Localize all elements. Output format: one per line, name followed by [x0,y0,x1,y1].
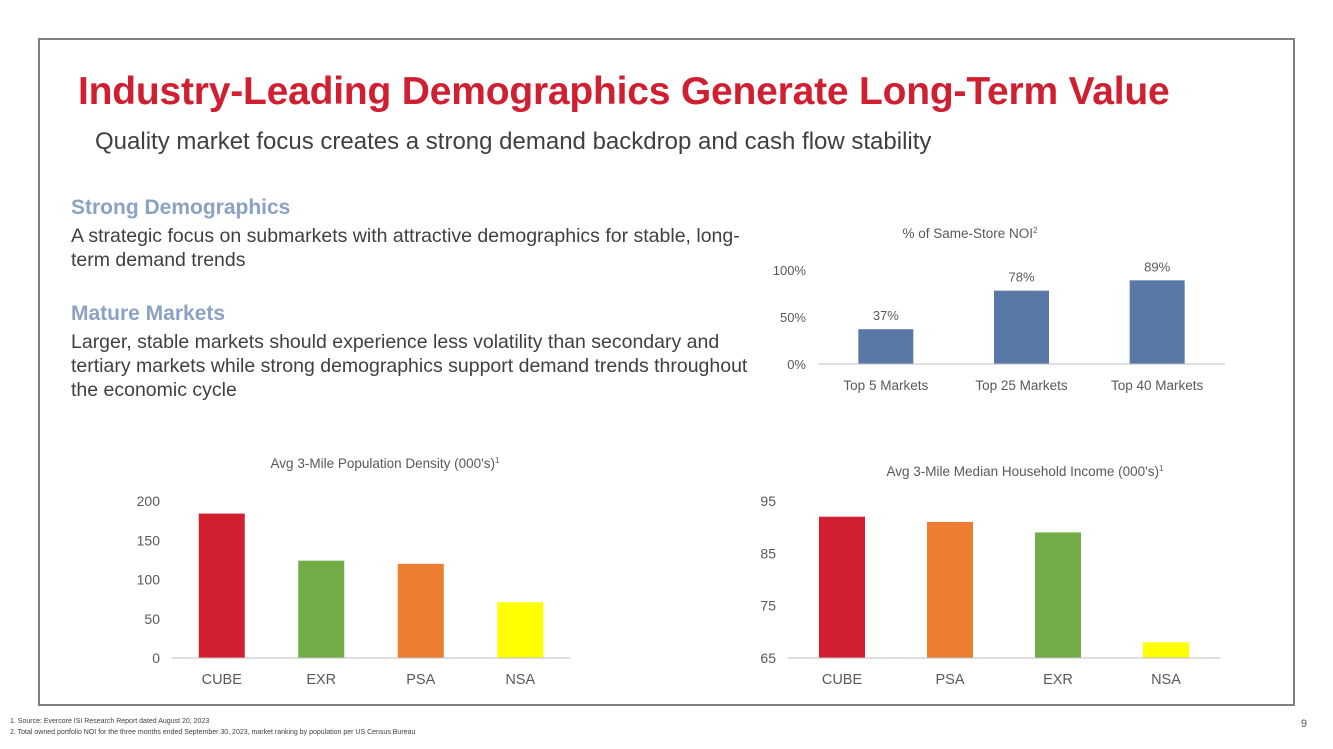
noi-category-label: Top 40 Markets [1111,378,1204,393]
density-category-label: CUBE [202,672,243,688]
density-category-label: EXR [306,672,336,688]
income-bar-nsa [1143,642,1189,658]
mature-markets-body: Larger, stable markets should experience… [71,331,748,401]
income-bar-cube [819,516,865,658]
strong-demographics-heading: Strong Demographics [71,196,291,219]
income-bar-psa [927,521,973,658]
slide-title: Industry-Leading Demographics Generate L… [78,70,1170,113]
noi-data-label: 37% [873,308,899,323]
noi-bar-top-5-markets [858,329,914,364]
population-density-bar-chart: Avg 3-Mile Population Density (000's)1 0 5… [137,456,570,688]
mature-markets-heading: Mature Markets [71,302,226,325]
density-ytick-label: 0 [152,650,160,666]
strong-demographics-body: A strategic focus on submarkets with att… [71,225,740,271]
noi-category-label: Top 5 Markets [843,378,928,393]
density-ytick-label: 50 [144,611,160,627]
noi-data-label: 78% [1008,270,1034,285]
page-number: 9 [1300,718,1307,730]
income-bar-exr [1035,532,1081,658]
noi-bar-chart: % of Same-Store NOI2 0% 50% 100% Top 5 Marke… [773,226,1225,393]
density-bar-psa [397,563,444,658]
slide-frame [38,38,1295,706]
income-chart-title: Avg 3-Mile Median Household Income (000'… [887,464,1164,479]
slide-subtitle: Quality market focus creates a strong de… [95,128,932,155]
noi-category-label: Top 25 Markets [975,378,1068,393]
noi-ytick-label: 100% [773,263,807,278]
household-income-bar-chart: Avg 3-Mile Median Household Income (000'… [760,464,1220,688]
density-bar-exr [298,560,345,658]
density-category-label: NSA [505,672,535,688]
density-ytick-label: 150 [137,532,161,548]
income-ytick-label: 95 [760,493,776,509]
noi-data-label: 89% [1144,259,1170,274]
income-category-label: NSA [1151,672,1181,688]
density-bar-cube [198,513,245,658]
density-category-label: PSA [406,672,435,688]
income-category-label: PSA [935,672,964,688]
noi-ytick-label: 0% [787,357,806,372]
income-category-label: CUBE [822,672,863,688]
noi-bar-top-40-markets [1129,280,1185,364]
density-ytick-label: 200 [137,493,161,509]
income-ytick-label: 85 [760,545,776,561]
noi-ytick-label: 50% [780,310,806,325]
noi-chart-title: % of Same-Store NOI2 [903,226,1039,241]
density-ytick-label: 100 [137,572,161,588]
footnote-2: 2. Total owned portfolio NOI for the thr… [10,729,416,736]
income-ytick-label: 65 [760,650,776,666]
noi-bar-top-25-markets [994,290,1049,364]
density-bar-nsa [497,602,544,658]
density-chart-title: Avg 3-Mile Population Density (000's)1 [271,456,500,471]
income-category-label: EXR [1043,672,1073,688]
income-ytick-label: 75 [760,598,776,614]
footnote-1: 1. Source: Evercore ISI Research Report … [10,718,210,725]
